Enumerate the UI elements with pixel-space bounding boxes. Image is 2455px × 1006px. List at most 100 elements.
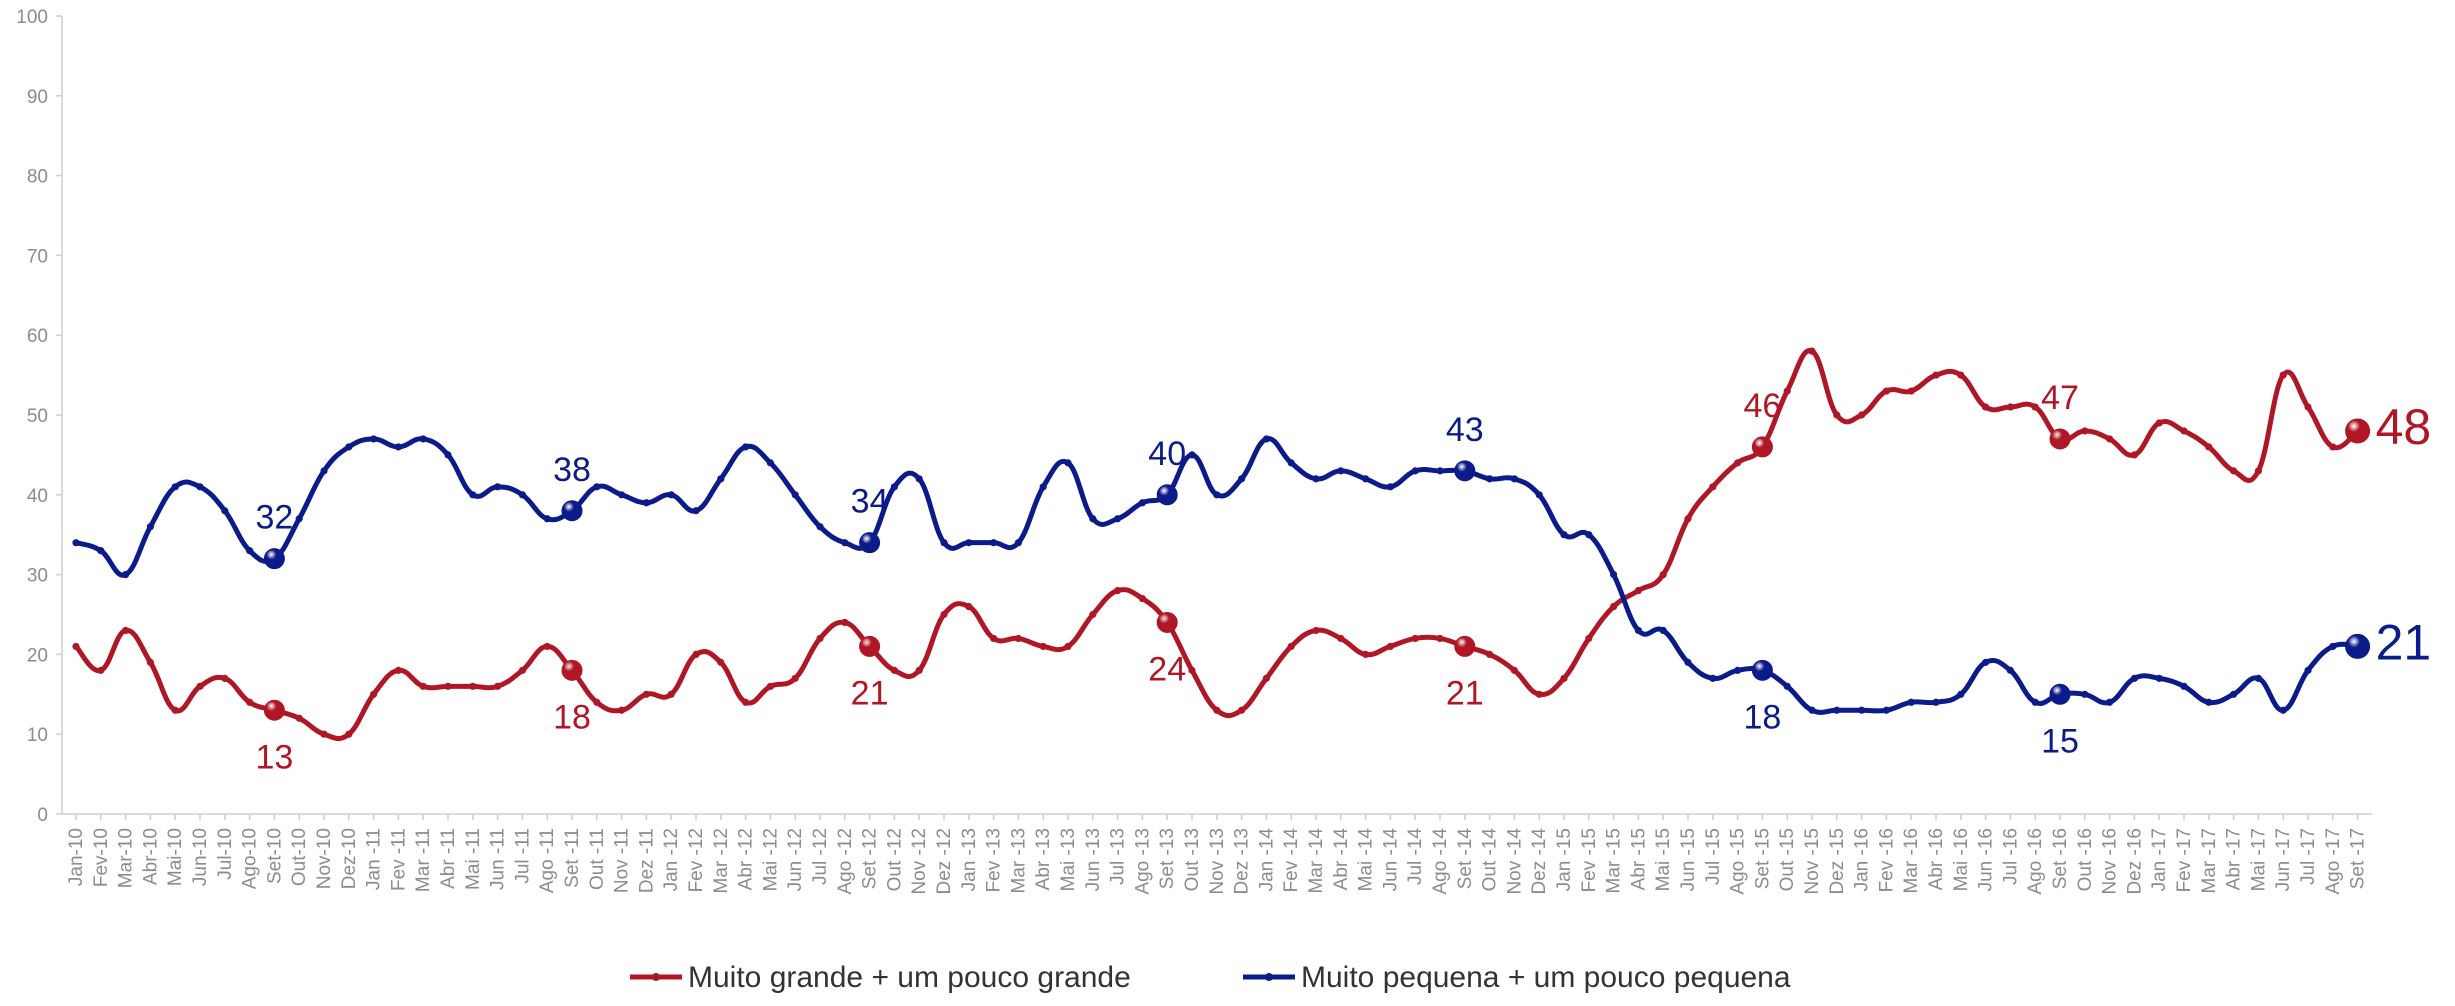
x-tick-label: Mai -12 xyxy=(760,828,781,891)
x-tick-label: Mai -15 xyxy=(1653,828,1674,891)
legend: Muito grande + um pouco grande Muito pequ… xyxy=(630,961,1791,994)
x-tick-label: Set-10 xyxy=(264,828,285,884)
data-point xyxy=(1114,586,1122,595)
data-point xyxy=(940,610,948,619)
highlight-markers: 13 18 21 24 21 46 47 48 32 38 34 40 43 18 15 21 xyxy=(255,379,2431,776)
highlight-marker xyxy=(2345,633,2371,659)
x-tick-label: Jul -17 xyxy=(2298,828,2319,885)
data-point xyxy=(1039,642,1047,651)
y-tick-label: 0 xyxy=(37,805,48,826)
x-tick-label: Mar -17 xyxy=(2199,828,2220,893)
data-point xyxy=(1585,531,1593,539)
data-point xyxy=(717,475,725,483)
data-point xyxy=(2180,427,2188,435)
x-tick-label: Jun -17 xyxy=(2273,828,2294,891)
x-tick-label: Ago -12 xyxy=(835,828,856,895)
data-point xyxy=(642,499,651,507)
data-point xyxy=(1634,626,1642,635)
data-point xyxy=(1064,642,1072,651)
data-label: 18 xyxy=(553,698,591,736)
data-label: 34 xyxy=(851,483,889,521)
data-point xyxy=(841,539,849,547)
x-tick-label: Fev -15 xyxy=(1579,828,1600,892)
data-point xyxy=(1262,674,1270,682)
data-point xyxy=(1486,650,1494,659)
x-tick-label: Mar -13 xyxy=(1008,828,1029,893)
data-point xyxy=(1560,531,1568,539)
data-point xyxy=(2304,666,2312,674)
x-tick-label: Nov-10 xyxy=(314,828,335,889)
data-point xyxy=(394,443,402,451)
data-point xyxy=(543,515,551,523)
data-point xyxy=(1709,483,1717,491)
x-tick-label: Abr -16 xyxy=(1926,828,1947,890)
data-point xyxy=(2329,443,2337,451)
legend-swatch-point xyxy=(1265,973,1273,981)
data-point xyxy=(469,491,477,499)
x-tick-label: Set -11 xyxy=(562,828,583,888)
highlight-marker xyxy=(1156,484,1178,506)
highlight-marker xyxy=(263,548,285,570)
data-point xyxy=(717,658,725,666)
x-tick-label: Jan -13 xyxy=(959,828,980,891)
x-tick-label: Dez-10 xyxy=(339,828,360,889)
data-point xyxy=(394,666,402,674)
x-tick-label: Abr-10 xyxy=(140,828,161,885)
data-point xyxy=(1436,634,1444,643)
x-tick-label: Mai -17 xyxy=(2248,828,2269,891)
data-point xyxy=(890,483,899,491)
data-point xyxy=(618,706,626,714)
y-tick-label: 100 xyxy=(16,7,48,28)
x-tick-label: Mar -14 xyxy=(1306,828,1327,894)
data-point xyxy=(1858,706,1866,714)
x-tick-label: Mar -11 xyxy=(413,828,434,892)
data-point xyxy=(1957,690,1965,698)
data-point xyxy=(642,690,651,698)
data-point xyxy=(1783,387,1791,395)
x-tick-label: Mar -12 xyxy=(711,828,732,893)
x-tick-label: Fev -14 xyxy=(1281,828,1302,893)
x-tick-label: Jul -11 xyxy=(512,828,533,884)
data-point xyxy=(1734,666,1742,674)
data-point xyxy=(1213,491,1221,499)
data-point xyxy=(1833,411,1841,419)
x-tick-label: Fev -16 xyxy=(1876,828,1897,892)
x-tick-label: Abr -14 xyxy=(1331,828,1352,891)
data-point xyxy=(1089,515,1097,523)
data-point xyxy=(791,674,799,682)
x-tick-label: Jan -16 xyxy=(1852,828,1873,891)
data-point xyxy=(593,483,601,491)
data-point xyxy=(518,666,527,674)
x-tick-label: Jul -14 xyxy=(1405,828,1426,885)
x-tick-label: Jun -16 xyxy=(1976,828,1997,891)
data-point xyxy=(2279,371,2287,379)
data-point xyxy=(221,674,229,682)
data-point xyxy=(1262,435,1270,443)
data-point xyxy=(370,435,378,443)
data-point xyxy=(990,634,998,643)
data-point xyxy=(345,730,353,738)
data-point xyxy=(2106,698,2114,706)
data-label: 48 xyxy=(2376,399,2432,455)
data-point xyxy=(419,682,427,690)
x-tick-label: Set -17 xyxy=(2348,828,2369,889)
data-point xyxy=(122,626,130,635)
data-point xyxy=(1535,491,1543,499)
data-point xyxy=(2230,690,2238,698)
data-point xyxy=(2130,451,2138,459)
data-point xyxy=(196,682,204,690)
data-point xyxy=(692,650,700,659)
y-tick-label: 80 xyxy=(27,167,48,188)
x-tick-label: Ago -11 xyxy=(537,828,558,893)
y-tick-label: 60 xyxy=(27,326,48,347)
data-point xyxy=(2329,642,2337,651)
x-tick-label: Out -16 xyxy=(2075,828,2096,891)
x-tick-label: Jan-10 xyxy=(66,828,87,886)
x-tick-label: Jun -13 xyxy=(1083,828,1104,891)
data-point xyxy=(816,523,824,531)
data-point xyxy=(1362,475,1370,483)
data-point xyxy=(2254,674,2262,682)
data-label: 21 xyxy=(2376,614,2432,670)
x-tick-label: Mai -13 xyxy=(1058,828,1079,891)
legend-label: Muito pequena + um pouco pequena xyxy=(1301,961,1791,994)
